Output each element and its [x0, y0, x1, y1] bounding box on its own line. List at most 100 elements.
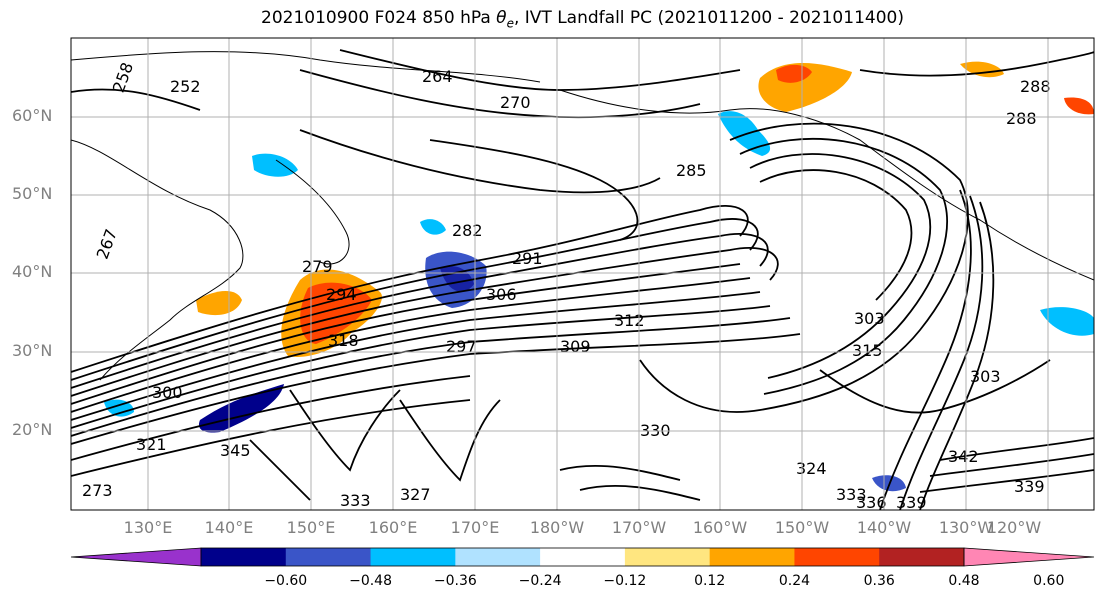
- lon-label: 130°W: [938, 518, 994, 537]
- contour-label: 294: [326, 285, 357, 304]
- contour-label: 339: [1014, 477, 1045, 496]
- contour-label: 264: [422, 67, 453, 86]
- lon-label: 160°W: [692, 518, 748, 537]
- lat-label: 20°N: [12, 420, 53, 439]
- negative-anomaly-patch: [718, 111, 771, 156]
- colorbar-tick-label: 0.48: [948, 573, 980, 589]
- coastlines: [71, 51, 1094, 381]
- lat-label: 40°N: [12, 262, 53, 281]
- colorbar-segment: [794, 548, 880, 566]
- contour-line: [429, 139, 639, 241]
- negative-anomaly-patch: [1040, 307, 1094, 336]
- contour-line: [289, 389, 401, 472]
- contour-label: 288: [1006, 109, 1037, 128]
- map-plot-area: 252 258 264 270 285 282 291 306 312 294 …: [71, 38, 1094, 512]
- colorbar-extend-min: [70, 547, 202, 567]
- contour-label: 297: [446, 337, 477, 356]
- contour-label: 333: [836, 485, 867, 504]
- contour-line: [339, 49, 741, 91]
- lat-label: 60°N: [12, 106, 53, 125]
- contour-label: 318: [328, 331, 359, 350]
- lon-label: 140°E: [204, 518, 254, 537]
- contour-label: 312: [614, 311, 645, 330]
- theta-symbol: θ: [496, 8, 507, 28]
- colorbar-segment: [540, 548, 626, 566]
- contour-line: [71, 263, 741, 405]
- contour-line: [71, 233, 769, 389]
- contour-line: [819, 359, 1051, 414]
- contour-line: [639, 122, 969, 413]
- contour-line: [71, 218, 759, 381]
- theta-e-contours: [71, 49, 1094, 510]
- colorbar-segment: [624, 548, 711, 566]
- gridlines: [71, 38, 1094, 510]
- negative-anomaly-patch: [420, 219, 446, 235]
- lon-label: 180°W: [529, 518, 585, 537]
- contour-label: 291: [512, 249, 543, 268]
- contour-line: [919, 201, 995, 510]
- theta-subscript: e: [506, 16, 514, 31]
- colorbar-segment: [709, 548, 795, 566]
- contour-label: 273: [82, 481, 113, 500]
- japan-kuril-coastline: [275, 159, 350, 265]
- contour-line: [759, 169, 913, 301]
- contour-line: [71, 247, 779, 397]
- lon-label: 170°E: [450, 518, 500, 537]
- contour-line: [71, 88, 201, 111]
- contour-line: [71, 333, 801, 445]
- title-prefix: 2021010900 F024 850 hPa: [261, 8, 497, 28]
- contour-line: [899, 195, 984, 510]
- contour-line: [71, 205, 749, 373]
- colorbar-tick-label: 0.36: [863, 573, 895, 589]
- contour-label: 339: [896, 493, 927, 512]
- contour-line: [71, 375, 471, 461]
- colorbar-segment: [879, 548, 965, 566]
- contour-line: [71, 291, 761, 421]
- contour-label: 279: [302, 257, 333, 276]
- positive-anomaly-patch: [776, 64, 812, 83]
- colorbar-tick-label: 0.24: [778, 573, 811, 589]
- negative-anomaly-patch: [252, 153, 298, 177]
- colorbar-segment: [455, 548, 541, 566]
- contour-label: 324: [796, 459, 827, 478]
- colorbar-tick-label: −0.24: [518, 573, 562, 589]
- map-frame: [70, 37, 1095, 511]
- positive-anomaly-patch: [960, 61, 1004, 78]
- contour-label: 300: [152, 383, 183, 402]
- contour-line: [299, 129, 661, 194]
- contour-label: 282: [452, 221, 483, 240]
- lon-label: 150°W: [774, 518, 830, 537]
- contour-line: [559, 465, 681, 481]
- title-suffix: , IVT Landfall PC (2021011200 - 20210114…: [513, 8, 904, 28]
- map-title: 2021010900 F024 850 hPa θe, IVT Landfall…: [0, 8, 1105, 30]
- contour-line: [579, 485, 701, 501]
- contour-line: [749, 153, 932, 379]
- negative-anomaly-patch: [440, 265, 474, 292]
- contour-label: 252: [170, 77, 201, 96]
- contour-labels: 252 258 264 270 285 282 291 306 312 294 …: [82, 60, 1051, 512]
- colorbar-tick-label: −0.60: [264, 573, 308, 589]
- contour-label: 270: [500, 93, 531, 112]
- colorbar-tick-label: −0.36: [433, 573, 477, 589]
- contour-line: [929, 453, 1094, 477]
- lon-label: 150°E: [286, 518, 336, 537]
- contour-label: 315: [852, 341, 883, 360]
- colorbar-tick-label: −0.12: [603, 573, 647, 589]
- contour-line: [299, 69, 701, 119]
- colorbar-segment: [370, 548, 456, 566]
- colorbar-tick-label: 0.12: [694, 573, 726, 589]
- positive-anomaly-patch: [196, 290, 242, 316]
- contour-label: 285: [676, 161, 707, 180]
- lon-label: 130°E: [123, 518, 173, 537]
- lon-label: 160°E: [368, 518, 418, 537]
- lon-label: 170°W: [611, 518, 667, 537]
- lat-label: 50°N: [12, 184, 53, 203]
- contour-label: 345: [220, 441, 251, 460]
- colorbar-tick-label: −0.48: [349, 573, 392, 589]
- lon-label: 140°W: [856, 518, 912, 537]
- contour-line: [71, 317, 791, 437]
- contour-label: 327: [400, 485, 431, 504]
- colorbar-segment: [285, 548, 372, 566]
- colorbar-tick-label: 0.60: [1033, 573, 1065, 589]
